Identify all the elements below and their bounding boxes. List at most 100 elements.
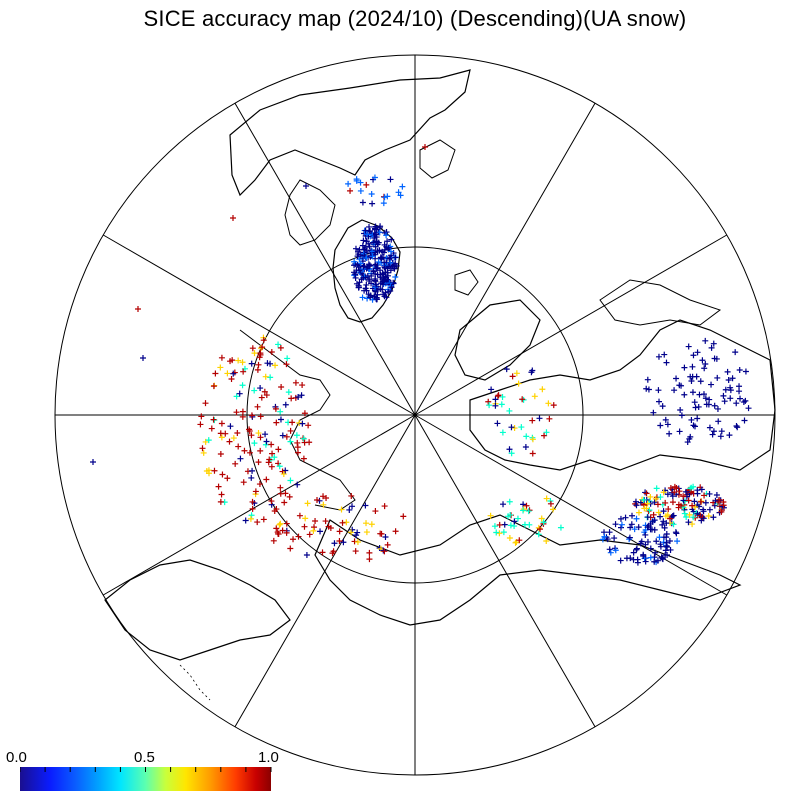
- accuracy-marker: [733, 400, 740, 407]
- accuracy-marker: [647, 493, 654, 500]
- accuracy-marker: [381, 548, 388, 555]
- accuracy-marker: [689, 389, 696, 396]
- accuracy-marker: [351, 258, 358, 265]
- accuracy-marker: [212, 370, 219, 377]
- accuracy-marker: [217, 364, 224, 371]
- coastline-russia-east: [599, 279, 722, 326]
- accuracy-marker: [721, 398, 728, 405]
- accuracy-marker: [703, 401, 710, 408]
- accuracy-marker: [292, 379, 299, 386]
- accuracy-marker: [294, 444, 301, 451]
- accuracy-marker: [249, 505, 256, 512]
- accuracy-marker: [226, 438, 233, 445]
- accuracy-marker: [697, 378, 704, 385]
- accuracy-marker: [263, 392, 270, 399]
- accuracy-marker: [364, 295, 371, 302]
- accuracy-marker: [665, 506, 672, 513]
- accuracy-marker: [715, 418, 722, 425]
- accuracy-marker: [368, 280, 375, 287]
- accuracy-marker: [219, 471, 226, 478]
- accuracy-marker: [380, 547, 387, 554]
- accuracy-marker: [500, 501, 507, 508]
- accuracy-marker: [359, 242, 366, 249]
- accuracy-marker: [288, 395, 295, 402]
- accuracy-marker: [293, 432, 300, 439]
- accuracy-marker: [254, 519, 261, 526]
- accuracy-marker: [241, 447, 248, 454]
- meridian-lines: [55, 55, 775, 775]
- accuracy-marker: [217, 430, 224, 437]
- accuracy-marker: [397, 192, 404, 199]
- accuracy-marker: [670, 512, 677, 519]
- accuracy-marker: [300, 435, 307, 442]
- accuracy-marker: [378, 530, 385, 537]
- accuracy-marker: [664, 491, 671, 498]
- accuracy-marker: [303, 552, 310, 559]
- accuracy-marker: [205, 470, 212, 477]
- accuracy-marker: [525, 508, 532, 515]
- accuracy-marker: [633, 545, 640, 552]
- accuracy-marker: [381, 194, 388, 201]
- accuracy-marker: [702, 395, 709, 402]
- accuracy-marker: [642, 531, 649, 538]
- accuracy-marker: [662, 499, 669, 506]
- accuracy-marker: [239, 382, 246, 389]
- accuracy-marker: [647, 545, 654, 552]
- accuracy-marker: [269, 450, 276, 457]
- accuracy-marker: [357, 260, 364, 267]
- accuracy-marker: [696, 391, 703, 398]
- accuracy-marker: [279, 432, 286, 439]
- accuracy-marker: [287, 545, 294, 552]
- accuracy-marker: [742, 397, 749, 404]
- accuracy-marker: [706, 506, 713, 513]
- accuracy-marker: [258, 394, 265, 401]
- accuracy-marker: [713, 492, 720, 499]
- accuracy-marker: [217, 451, 224, 458]
- accuracy-marker: [251, 350, 258, 357]
- accuracy-marker: [248, 360, 255, 367]
- accuracy-marker: [360, 263, 367, 270]
- accuracy-marker: [492, 402, 499, 409]
- accuracy-marker: [362, 274, 369, 281]
- accuracy-marker: [210, 383, 217, 390]
- accuracy-marker: [257, 434, 264, 441]
- accuracy-marker: [656, 398, 663, 405]
- accuracy-marker: [230, 435, 237, 442]
- accuracy-marker: [745, 405, 752, 412]
- accuracy-marker: [319, 549, 326, 556]
- colorbar-ticks: [20, 767, 272, 772]
- accuracy-marker: [211, 467, 218, 474]
- accuracy-marker: [742, 368, 749, 375]
- accuracy-marker: [363, 181, 370, 188]
- accuracy-marker: [248, 474, 255, 481]
- accuracy-marker: [601, 533, 608, 540]
- accuracy-marker: [270, 537, 277, 544]
- accuracy-marker: [677, 502, 684, 509]
- accuracy-marker: [503, 366, 510, 373]
- accuracy-marker: [686, 435, 693, 442]
- accuracy-marker: [666, 430, 673, 437]
- accuracy-marker: [645, 522, 652, 529]
- accuracy-marker: [706, 424, 713, 431]
- meridian-line: [414, 414, 596, 728]
- accuracy-marker: [699, 514, 706, 521]
- accuracy-marker: [669, 499, 676, 506]
- accuracy-marker: [732, 349, 739, 356]
- accuracy-marker: [683, 514, 690, 521]
- accuracy-marker: [348, 492, 355, 499]
- accuracy-marker: [347, 187, 354, 194]
- accuracy-marker: [622, 514, 629, 521]
- accuracy-marker: [363, 255, 370, 262]
- accuracy-marker: [685, 343, 692, 350]
- accuracy-marker: [507, 522, 514, 529]
- accuracy-marker: [495, 392, 502, 399]
- accuracy-marker: [281, 499, 288, 506]
- accuracy-marker: [487, 512, 494, 519]
- accuracy-marker: [676, 488, 683, 495]
- accuracy-marker: [642, 558, 649, 565]
- accuracy-marker: [659, 521, 666, 528]
- accuracy-marker: [381, 259, 388, 266]
- accuracy-marker: [652, 495, 659, 502]
- accuracy-marker: [516, 537, 523, 544]
- accuracy-marker: [233, 409, 240, 416]
